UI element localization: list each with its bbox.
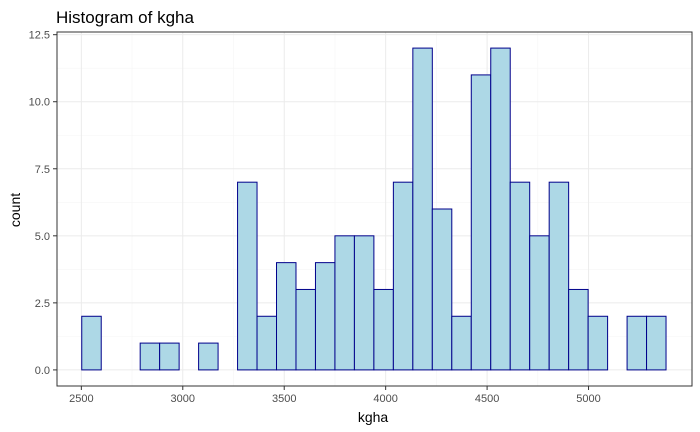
histogram-bar	[256, 315, 278, 371]
histogram-bar	[373, 288, 394, 371]
x-tick-label: 2500	[69, 393, 93, 405]
y-axis-title: count	[7, 193, 23, 227]
histogram-bar	[295, 288, 316, 371]
y-tick-label: 5.0	[35, 231, 50, 243]
histogram-bar	[392, 181, 414, 371]
x-axis-title: kgha	[358, 409, 389, 425]
histogram-bar	[159, 342, 180, 371]
histogram-bar	[334, 235, 355, 371]
histogram-bar	[314, 262, 336, 371]
plot-panel-border	[56, 31, 693, 387]
y-tick-label: 2.5	[35, 298, 50, 310]
histogram-bar	[626, 315, 648, 371]
x-tick-label: 3000	[171, 393, 195, 405]
y-tick-label: 7.5	[35, 164, 50, 176]
histogram-bar	[646, 315, 667, 371]
histogram-bar	[139, 342, 161, 371]
x-tick-label: 3500	[272, 393, 296, 405]
histogram-bar	[81, 315, 102, 371]
y-tick-label: 10.0	[29, 97, 50, 109]
y-axis-ticks: 0.0 2.5 5.0 7.5 10.0 12.5	[29, 30, 57, 377]
histogram-bar	[568, 288, 589, 371]
histogram-bar	[509, 181, 531, 371]
chart-title: Histogram of kgha	[56, 8, 194, 27]
histogram-bar	[237, 181, 258, 371]
histogram-bar	[470, 74, 492, 371]
histogram-bar	[490, 47, 511, 371]
x-tick-label: 4000	[373, 393, 397, 405]
y-tick-label: 12.5	[29, 30, 50, 42]
histogram-bar	[353, 235, 375, 371]
histogram-bar	[276, 262, 297, 371]
x-tick-label: 5000	[576, 393, 600, 405]
histogram-bar	[198, 342, 219, 371]
histogram-bar	[529, 235, 550, 371]
histogram-bar	[431, 208, 453, 371]
histogram-bar	[412, 47, 433, 371]
x-tick-label: 4500	[475, 393, 499, 405]
histogram-bar	[587, 315, 609, 371]
histogram-bar	[451, 315, 472, 371]
histogram-bars	[81, 47, 667, 371]
y-tick-label: 0.0	[35, 365, 50, 377]
x-axis-ticks: 2500 3000 3500 4000 4500 5000	[69, 386, 601, 405]
histogram-bar	[548, 181, 570, 371]
